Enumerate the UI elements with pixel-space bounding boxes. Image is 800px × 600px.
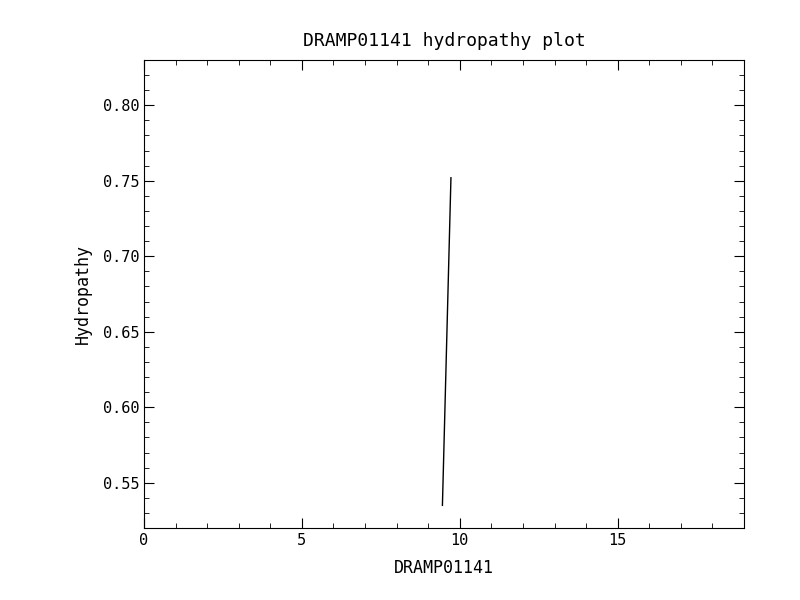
X-axis label: DRAMP01141: DRAMP01141 <box>394 559 494 577</box>
Title: DRAMP01141 hydropathy plot: DRAMP01141 hydropathy plot <box>302 32 586 50</box>
Y-axis label: Hydropathy: Hydropathy <box>74 244 91 344</box>
